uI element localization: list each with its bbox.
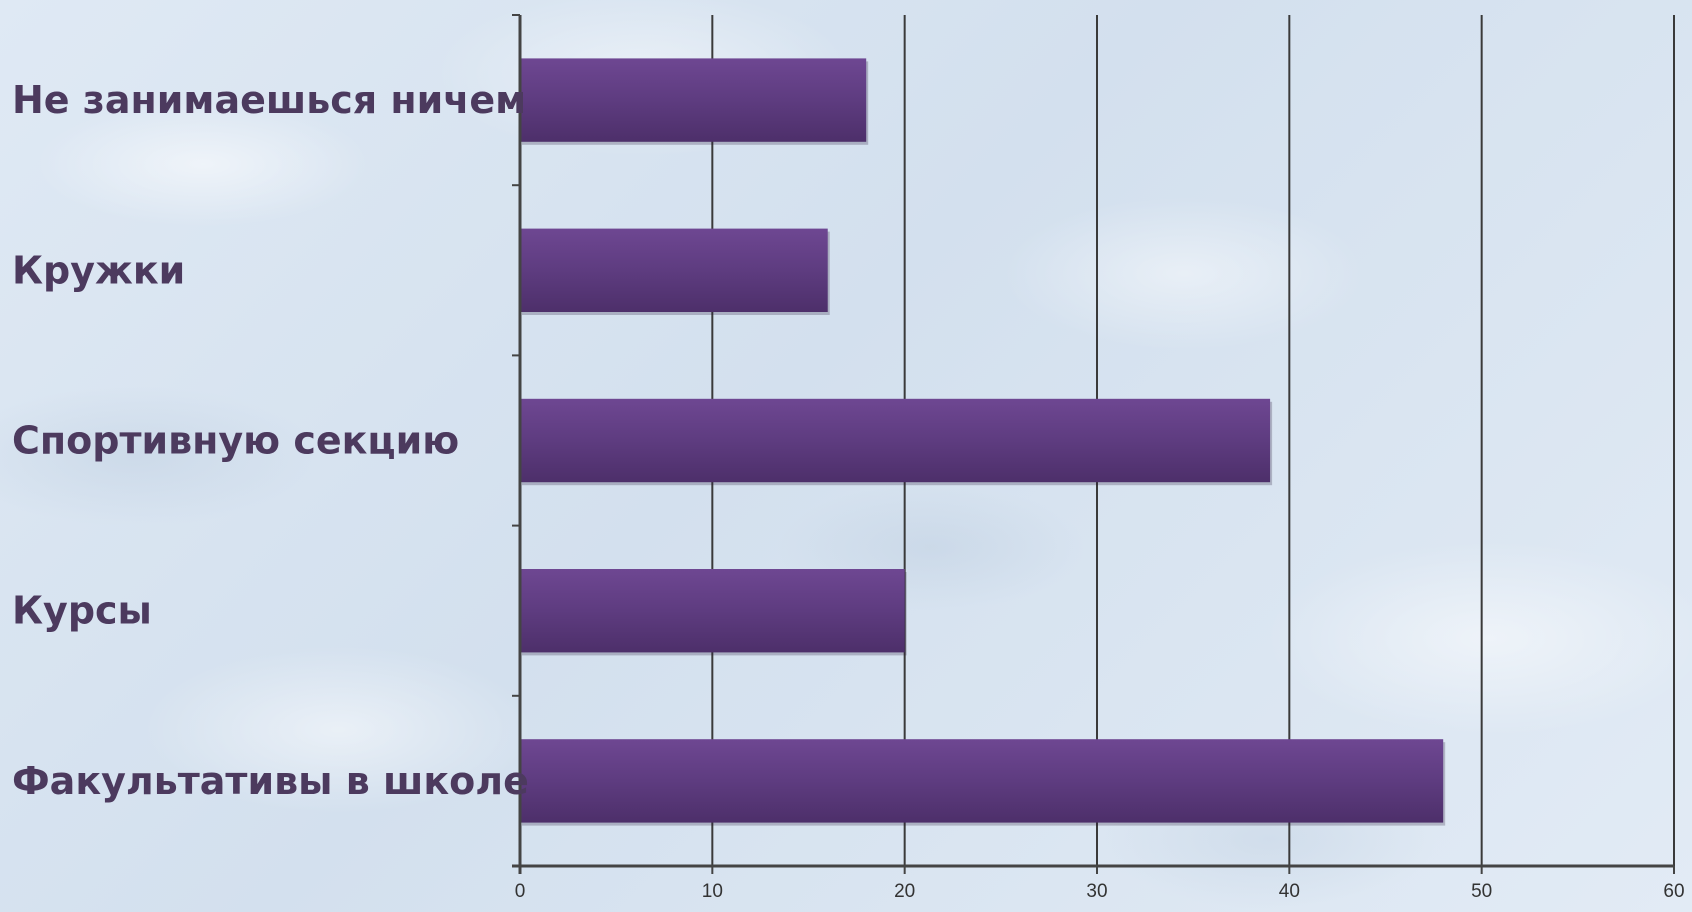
category-label: Не занимаешься ничем: [12, 78, 526, 122]
bars: [520, 58, 1446, 826]
bar-2: [520, 228, 828, 312]
x-tick-label: 40: [1279, 881, 1300, 902]
x-tick-labels: 0 10 20 30 40 50 60: [515, 881, 1685, 902]
category-label: Факультативы в школе: [12, 759, 529, 803]
category-label: Курсы: [12, 589, 152, 633]
bar-3: [520, 398, 1271, 483]
axes: [512, 14, 1675, 874]
category-labels: Не занимаешься ничем Кружки Спортивную сек…: [12, 78, 529, 803]
x-tick-label: 20: [894, 881, 915, 902]
x-tick-label: 60: [1663, 881, 1684, 902]
x-tick-label: 30: [1086, 881, 1107, 902]
bar-4: [520, 569, 905, 653]
category-label: Спортивную секцию: [12, 419, 459, 463]
x-tick-label: 10: [702, 881, 723, 902]
bar-1: [520, 58, 867, 142]
x-tick-label: 50: [1471, 881, 1492, 902]
bar-5: [520, 739, 1444, 823]
category-label: Кружки: [12, 248, 185, 292]
x-tick-label: 0: [515, 881, 526, 902]
